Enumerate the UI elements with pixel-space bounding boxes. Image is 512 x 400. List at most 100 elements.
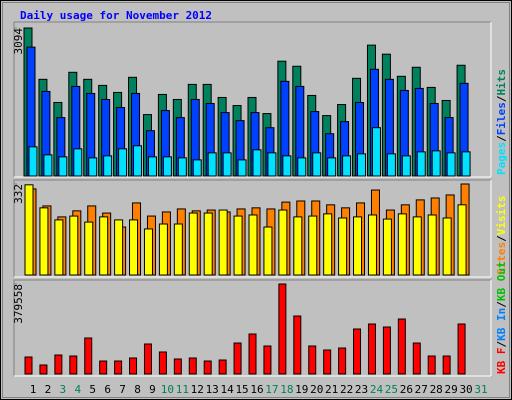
bar: [222, 152, 232, 177]
x-tick-label: 10: [161, 383, 174, 396]
bar: [267, 152, 277, 177]
legend-separator: /: [495, 235, 508, 242]
bar: [427, 355, 436, 375]
x-tick-label: 6: [104, 383, 111, 396]
bar: [88, 157, 98, 177]
bar: [427, 214, 437, 276]
bar: [278, 209, 288, 276]
bar: [442, 217, 452, 276]
bar: [442, 355, 451, 375]
x-tick-label: 29: [445, 383, 458, 396]
bar: [342, 155, 352, 177]
legend: KB F/KB In/KB Out: [495, 261, 508, 374]
x-tick-label: 23: [355, 383, 368, 396]
bar: [173, 223, 183, 276]
legend-separator: /: [495, 135, 508, 142]
bar: [353, 328, 362, 375]
bar: [73, 148, 83, 177]
bar: [401, 155, 411, 177]
bar: [248, 214, 258, 276]
bar: [297, 157, 307, 177]
bar: [192, 159, 202, 177]
bar: [282, 155, 292, 177]
bar: [188, 357, 197, 375]
bar: [114, 219, 124, 276]
legend-label: KB F: [495, 348, 508, 375]
x-tick-label: 8: [134, 383, 141, 396]
bar: [143, 343, 152, 375]
bar: [431, 150, 441, 177]
legend-label: Pages: [495, 142, 508, 175]
bar: [158, 351, 167, 375]
bar: [446, 152, 456, 177]
bar: [323, 213, 333, 276]
bar: [147, 156, 157, 177]
y-tick-label: 3094: [12, 28, 25, 55]
bar: [54, 354, 63, 375]
chart-title: Daily usage for November 2012: [20, 9, 212, 22]
bar: [84, 337, 93, 375]
bar: [386, 153, 396, 177]
x-tick-label: 22: [340, 383, 353, 396]
bar: [177, 157, 187, 177]
x-tick-label: 18: [280, 383, 293, 396]
x-tick-label: 15: [235, 383, 248, 396]
bar: [308, 215, 318, 276]
bar: [233, 215, 243, 276]
bar: [24, 184, 34, 276]
x-tick-label: 1: [30, 383, 37, 396]
x-tick-label: 3: [60, 383, 67, 396]
x-tick-label: 11: [176, 383, 189, 396]
bar: [382, 218, 392, 276]
bar: [382, 326, 391, 375]
legend-label: KB Out: [495, 261, 508, 301]
bar: [323, 349, 332, 375]
x-tick-label: 25: [385, 383, 398, 396]
legend-separator: /: [495, 301, 508, 308]
bar: [129, 357, 138, 375]
x-tick-label: 5: [89, 383, 96, 396]
bar: [162, 156, 172, 177]
bar: [129, 219, 139, 276]
bar: [39, 364, 48, 375]
bar: [293, 216, 303, 276]
bar: [308, 345, 317, 375]
bar: [263, 226, 273, 276]
bar: [207, 152, 217, 177]
bar: [39, 207, 49, 276]
legend-separator: /: [495, 95, 508, 102]
bar: [58, 156, 68, 177]
bar: [203, 360, 212, 375]
bar: [28, 146, 38, 177]
bar: [357, 153, 367, 177]
y-tick-label: 379558: [12, 284, 25, 324]
bar: [367, 323, 376, 375]
bar: [133, 145, 143, 177]
bar: [367, 214, 377, 276]
legend-label: KB In: [495, 308, 508, 341]
bar: [252, 149, 262, 177]
bar: [99, 216, 109, 276]
bar: [278, 283, 287, 375]
bar: [218, 209, 228, 276]
bar: [84, 221, 94, 276]
bar: [173, 358, 182, 375]
bar: [203, 212, 213, 276]
x-tick-label: 14: [221, 383, 235, 396]
y-tick-label: 332: [12, 184, 25, 204]
bar: [397, 318, 406, 375]
legend-label: Hits: [495, 69, 508, 96]
x-tick-label: 31: [474, 383, 487, 396]
bar: [118, 148, 128, 177]
x-tick-label: 30: [459, 383, 472, 396]
bar: [43, 154, 53, 177]
x-tick-label: 20: [310, 383, 323, 396]
x-tick-label: 7: [119, 383, 126, 396]
legend: Pages/Files/Hits: [495, 69, 508, 175]
bar: [353, 216, 363, 276]
x-tick-label: 27: [415, 383, 428, 396]
bar: [69, 215, 79, 276]
bar: [263, 345, 272, 375]
legend-label: Visits: [495, 196, 508, 236]
